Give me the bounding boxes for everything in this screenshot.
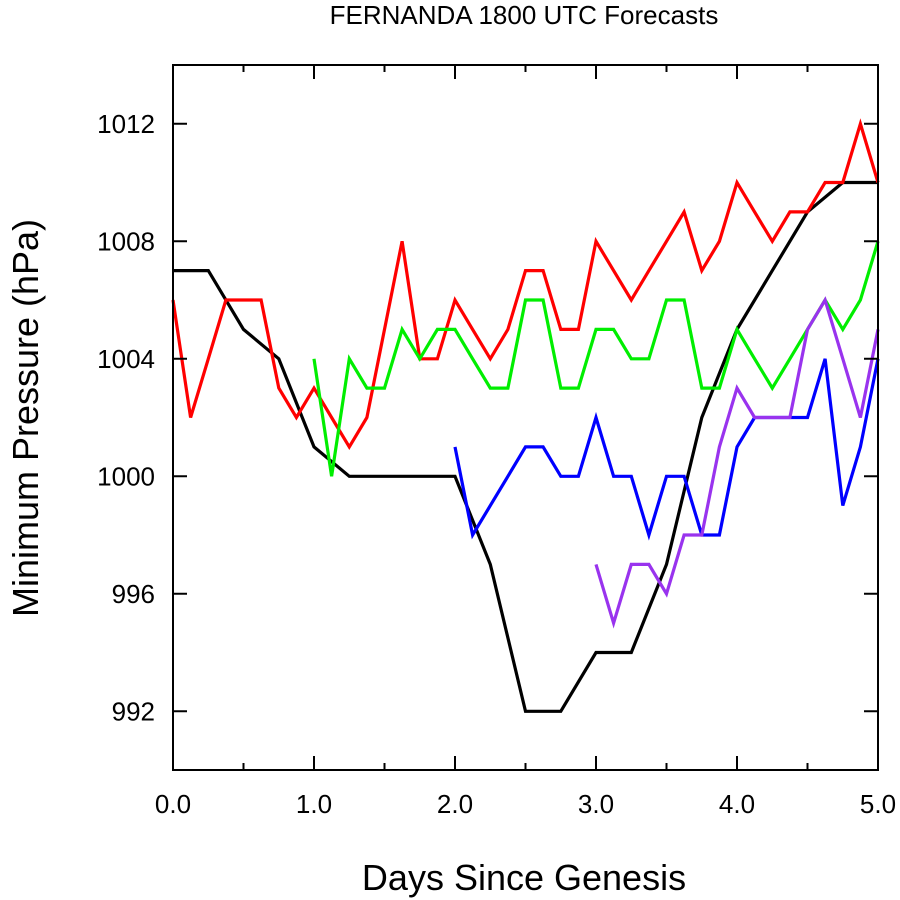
y-axis-label: Minimum Pressure (hPa) bbox=[5, 219, 46, 617]
x-axis-label: Days Since Genesis bbox=[362, 857, 686, 898]
y-tick-label: 1008 bbox=[97, 226, 155, 256]
x-tick-label: 1.0 bbox=[296, 789, 332, 819]
y-tick-label: 1004 bbox=[97, 344, 155, 374]
series-lines bbox=[171, 118, 880, 713]
series-line-4 bbox=[453, 358, 880, 541]
axes: 0.0 1.0 2.0 3.0 4.0 5.0 992 996 1000 1004 1008 1012 bbox=[97, 65, 896, 819]
chart-title: FERNANDA 1800 UTC Forecasts bbox=[330, 0, 719, 30]
y-tick-label: 992 bbox=[112, 696, 155, 726]
x-tick-label: 0.0 bbox=[155, 789, 191, 819]
y-tick-label: 1000 bbox=[97, 461, 155, 491]
series-line-1 bbox=[173, 180, 878, 713]
y-tick-label: 996 bbox=[112, 579, 155, 609]
series-line-3 bbox=[312, 240, 880, 477]
x-tick-label: 4.0 bbox=[719, 789, 755, 819]
x-tick-label: 5.0 bbox=[860, 789, 896, 819]
series-line-2 bbox=[171, 118, 880, 451]
series-line-5 bbox=[594, 296, 880, 629]
x-tick-label: 2.0 bbox=[437, 789, 473, 819]
y-tick-label: 1012 bbox=[97, 109, 155, 139]
x-tick-label: 3.0 bbox=[578, 789, 614, 819]
